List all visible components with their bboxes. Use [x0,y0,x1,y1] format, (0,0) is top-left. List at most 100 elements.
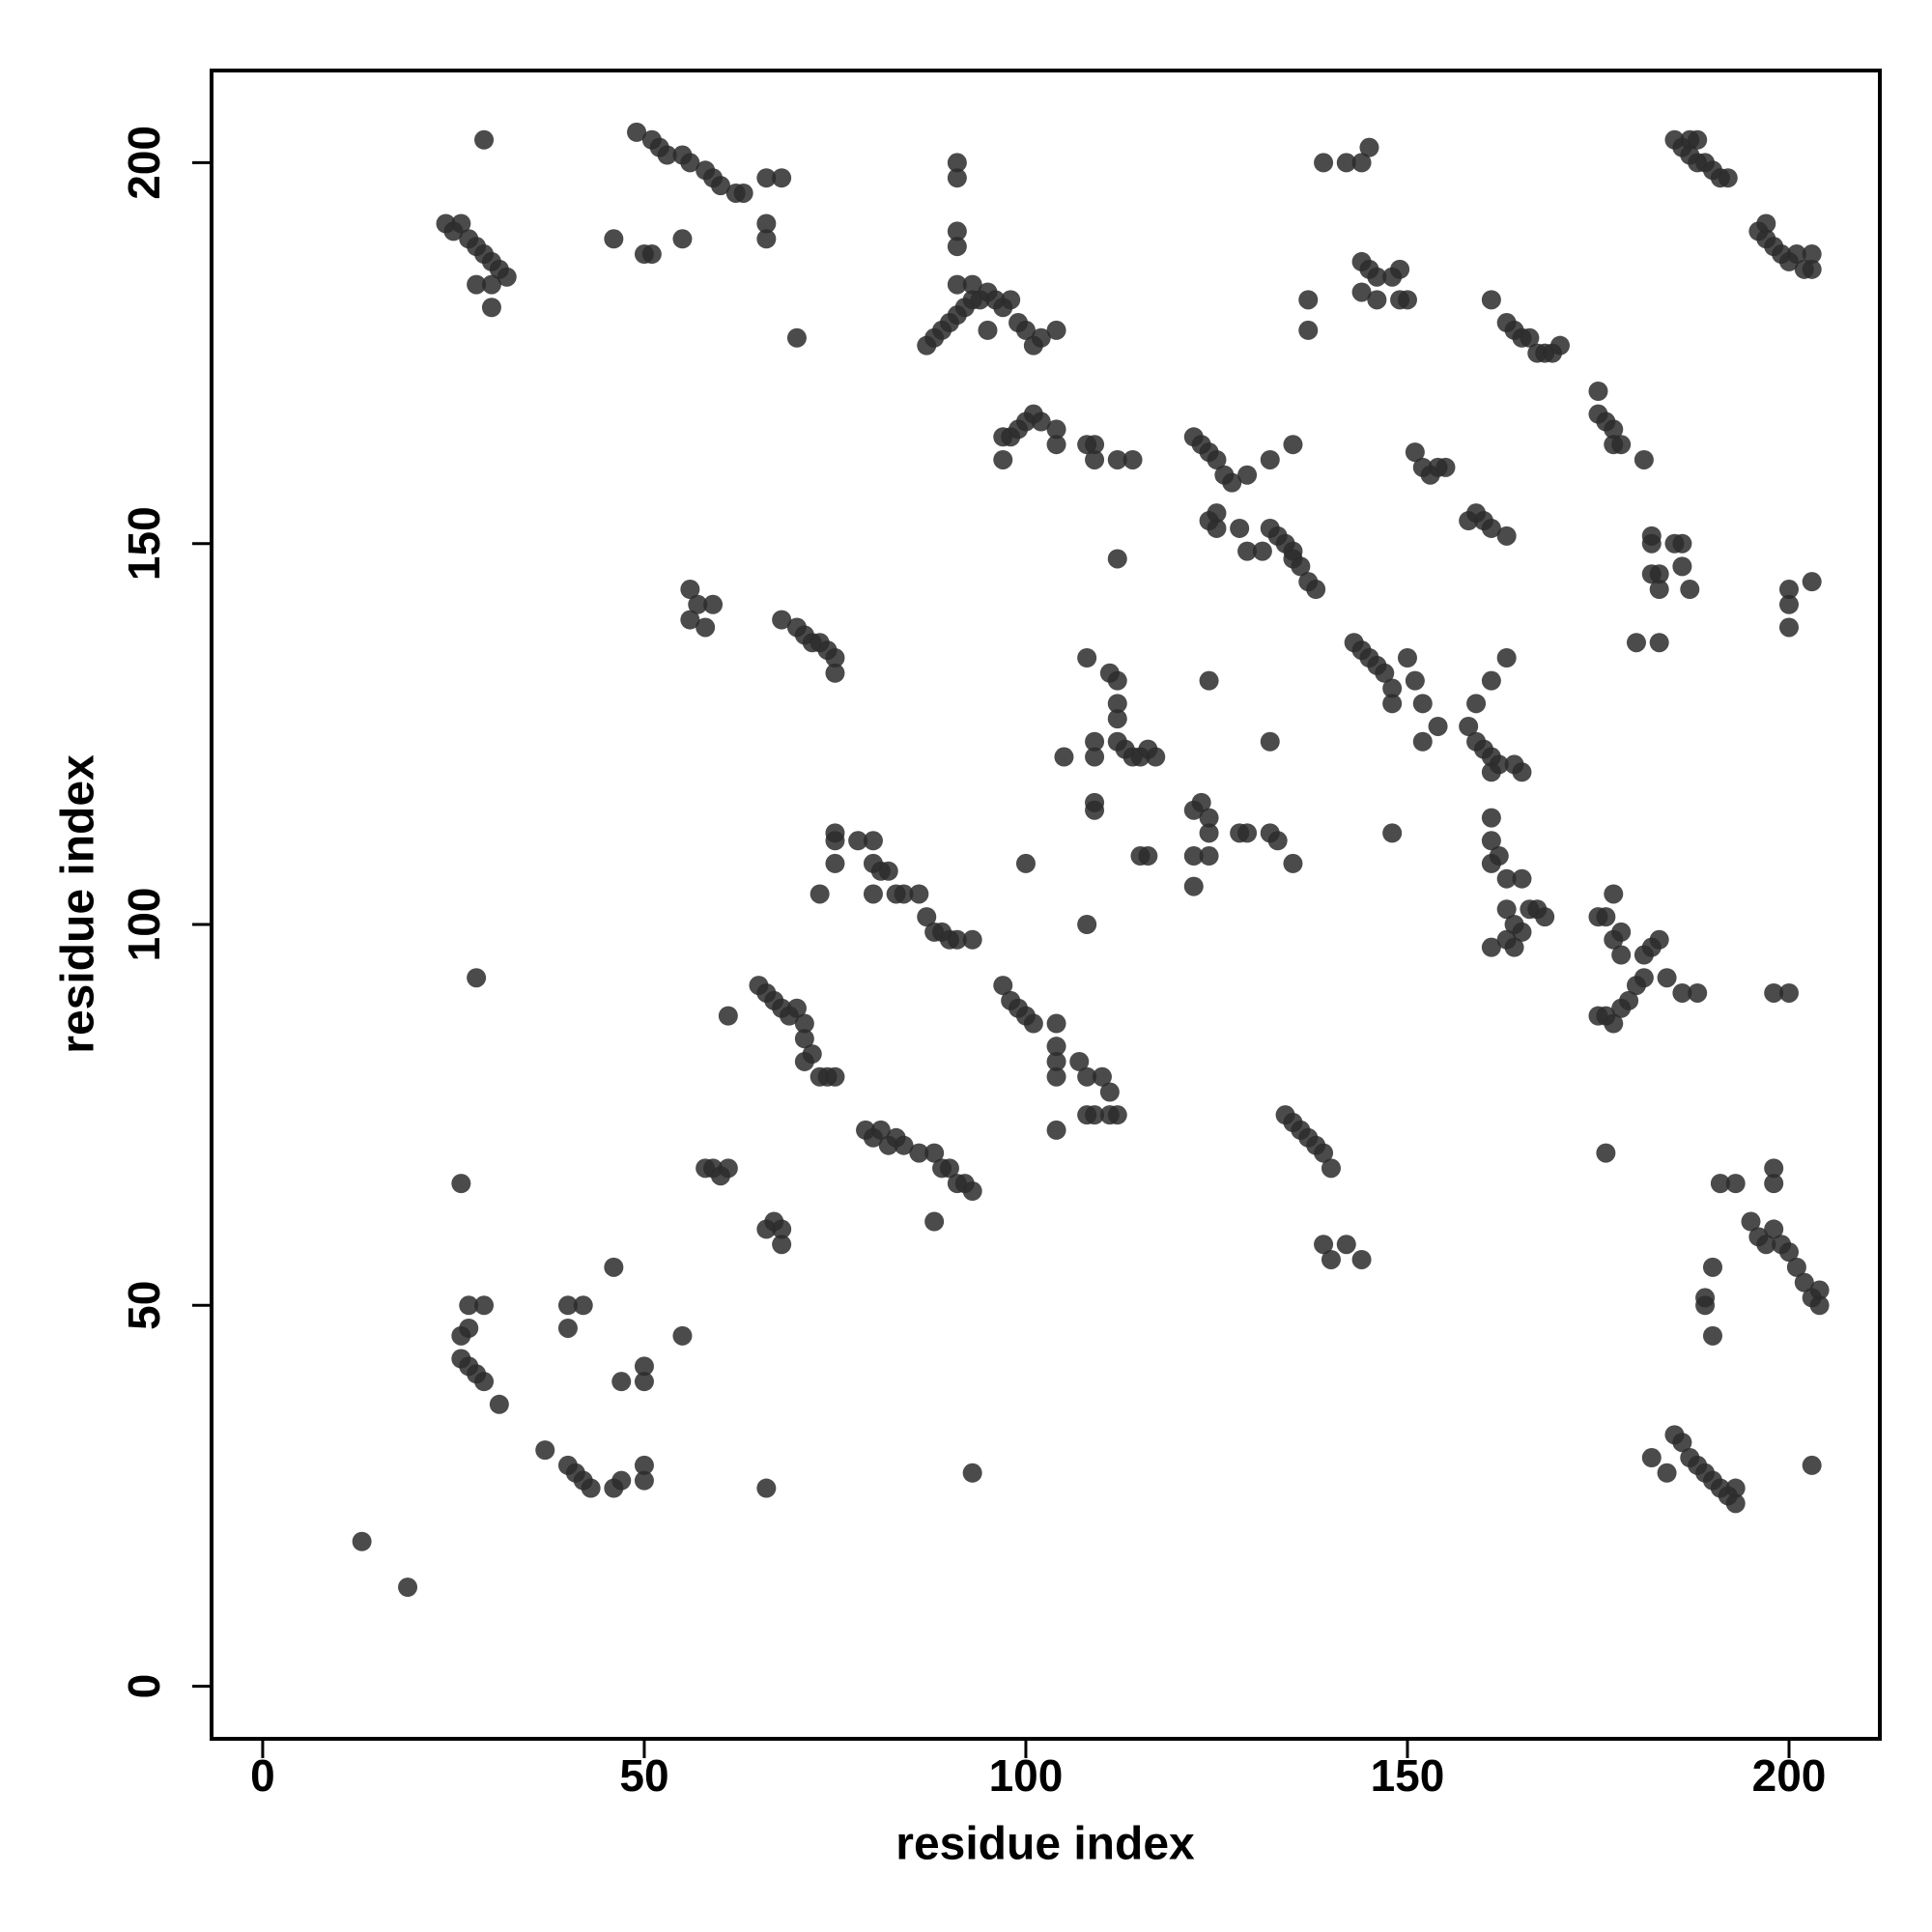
y-tick-label: 100 [119,888,169,962]
point [657,145,677,165]
point [1085,800,1105,820]
point [474,129,495,150]
point [1756,1235,1776,1255]
point [497,267,517,287]
point [1481,670,1501,691]
point [1809,1295,1830,1316]
point [1412,731,1433,752]
point [1314,1143,1334,1163]
point [1237,541,1258,561]
point [1199,670,1219,691]
point [474,1295,495,1316]
point [1367,290,1387,310]
point [1207,449,1227,469]
y-tick-label: 200 [119,126,169,200]
point [1191,792,1211,812]
point [1802,572,1822,592]
point [1207,503,1227,524]
point [947,168,967,188]
point [1069,1051,1090,1071]
point [1702,1325,1722,1346]
point [1314,1235,1334,1255]
point [909,1143,929,1163]
point [1512,762,1532,782]
point [848,831,868,851]
point [1314,153,1334,173]
point [825,823,845,843]
point [672,229,693,249]
point [481,274,501,295]
y-tick-label: 0 [119,1674,169,1699]
point [1756,213,1776,234]
point [947,153,967,173]
point [634,1372,654,1392]
point [962,274,982,295]
point [1001,290,1021,310]
point [962,929,982,950]
point [1626,633,1646,653]
point [467,968,487,988]
point [1199,823,1219,843]
point [1099,1082,1120,1102]
point [1802,259,1822,279]
x-tick-label: 200 [1752,1750,1827,1801]
point [1764,1174,1784,1194]
point [1298,290,1319,310]
point [489,1394,509,1414]
point [1054,747,1074,767]
point [1367,267,1387,287]
point [1634,968,1654,988]
point [1046,435,1066,455]
x-tick-label: 150 [1371,1750,1445,1801]
point [611,1470,632,1491]
point [1107,670,1127,691]
point [611,1372,632,1392]
point [634,1455,654,1475]
point [1046,1120,1066,1140]
point [1481,937,1501,957]
point [1481,831,1501,851]
point [756,213,777,234]
point [825,663,845,683]
point [1199,808,1219,828]
point [1634,449,1654,469]
point [1085,747,1105,767]
point [947,221,967,242]
point [398,1577,418,1598]
point [894,884,914,904]
point [1046,419,1066,440]
point [557,1318,578,1338]
point [1031,412,1051,432]
point [1688,982,1708,1003]
point [1336,1235,1356,1255]
point [1778,594,1799,614]
point [1237,465,1258,485]
point [1405,670,1425,691]
point [924,1211,945,1232]
point [1680,580,1700,600]
point [1481,808,1501,828]
point [1718,168,1738,188]
point [1489,846,1509,867]
point [1260,731,1280,752]
point [1107,694,1127,714]
point [1260,449,1280,469]
point [733,183,753,203]
point [1046,1066,1066,1087]
point [1375,663,1395,683]
point [772,168,792,188]
point [1207,518,1227,538]
point [1107,449,1127,469]
point [1657,1463,1677,1483]
point [802,1044,822,1065]
plot-frame [210,69,1882,1741]
point [451,213,471,234]
point [1237,823,1258,843]
point [1657,968,1677,988]
point [718,1006,738,1026]
point [1496,526,1517,546]
x-axis-title: residue index [895,1819,1195,1870]
point [1015,853,1036,873]
point [1298,320,1319,340]
point [1802,244,1822,265]
